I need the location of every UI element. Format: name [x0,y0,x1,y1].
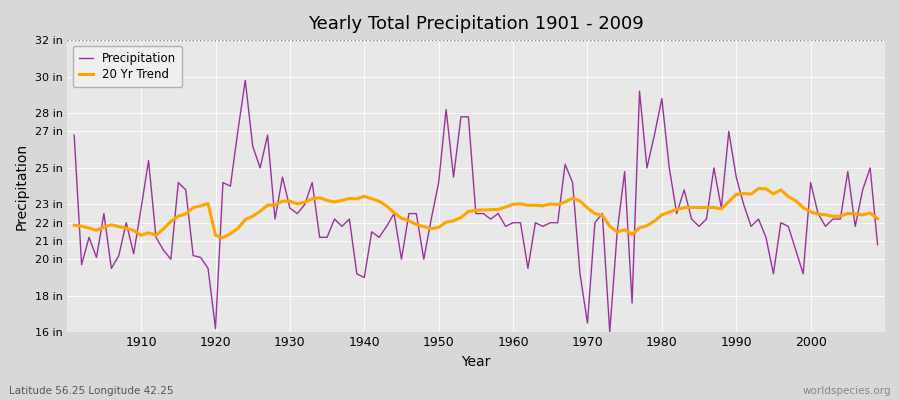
Precipitation [605,330,616,335]
Precipitation [240,78,251,83]
20 Yr Trend [753,186,764,191]
Precipitation [612,230,623,234]
Precipitation [129,251,140,256]
Y-axis label: Precipitation: Precipitation [15,143,29,230]
X-axis label: Year: Year [461,355,491,369]
Legend: Precipitation, 20 Yr Trend: Precipitation, 20 Yr Trend [73,46,182,87]
Text: Latitude 56.25 Longitude 42.25: Latitude 56.25 Longitude 42.25 [9,386,174,396]
Line: 20 Yr Trend: 20 Yr Trend [74,188,878,238]
Precipitation [68,133,79,138]
Line: Precipitation: Precipitation [74,80,878,332]
20 Yr Trend [508,202,518,207]
20 Yr Trend [129,228,140,233]
Text: worldspecies.org: worldspecies.org [803,386,891,396]
Precipitation [515,220,526,225]
20 Yr Trend [300,200,310,204]
20 Yr Trend [218,235,229,240]
Title: Yearly Total Precipitation 1901 - 2009: Yearly Total Precipitation 1901 - 2009 [308,15,644,33]
20 Yr Trend [515,202,526,206]
Precipitation [300,202,310,207]
20 Yr Trend [872,216,883,221]
20 Yr Trend [68,223,79,228]
Precipitation [344,217,355,222]
Precipitation [872,242,883,247]
20 Yr Trend [605,224,616,228]
20 Yr Trend [344,196,355,201]
Precipitation [508,220,518,225]
